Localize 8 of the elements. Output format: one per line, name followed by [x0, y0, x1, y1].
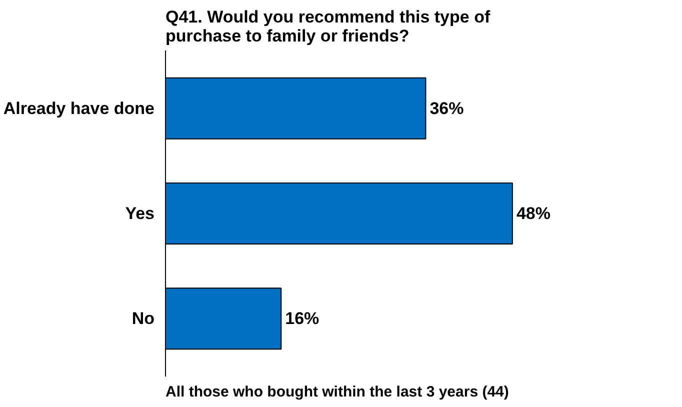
- data-label: 16%: [285, 309, 320, 328]
- y-tick-label: Already have done: [3, 98, 155, 118]
- chart-title: Q41. Would you recommend this type of purchase to family or friends?: [166, 8, 490, 46]
- y-tick-label: No: [132, 309, 155, 328]
- text: All those who bought within the last 3 years (44): [166, 384, 509, 400]
- y-tick-label: Yes: [125, 204, 154, 223]
- data-label: 48%: [516, 204, 550, 223]
- data-label: 36%: [430, 98, 464, 118]
